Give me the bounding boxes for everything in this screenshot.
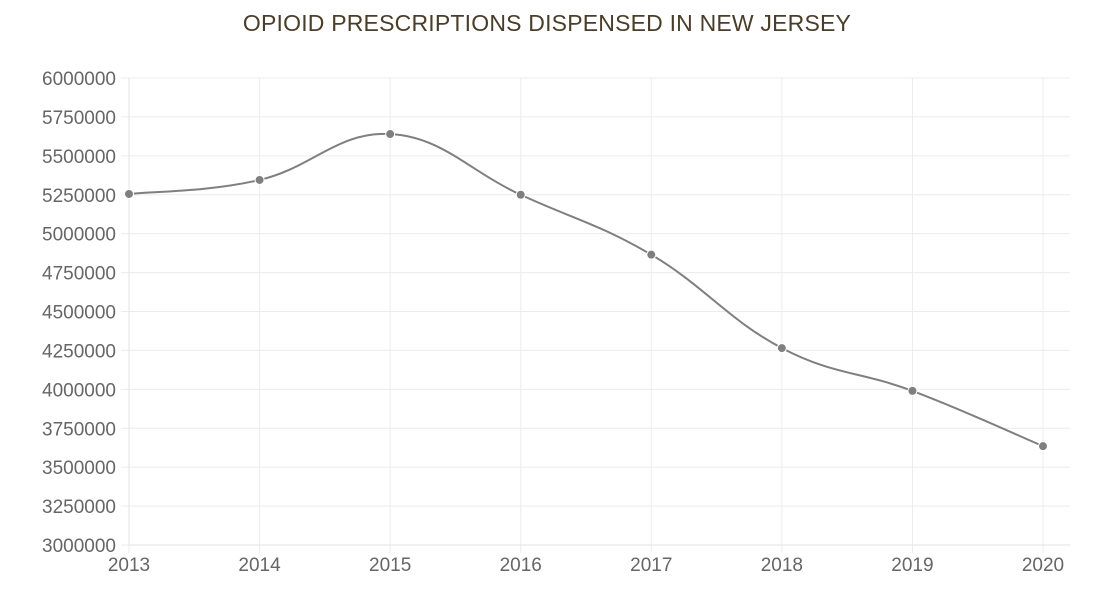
data-point [124, 188, 134, 199]
data-point [385, 129, 396, 140]
series-line [128, 133, 1044, 448]
data-point [646, 249, 657, 260]
x-tick-label: 2014 [238, 555, 281, 576]
y-tick-label: 5500000 [42, 147, 116, 168]
data-point [776, 343, 787, 354]
point-layer [124, 129, 1048, 452]
y-tick-label: 3750000 [42, 419, 116, 440]
y-tick-label: 6000000 [42, 69, 116, 90]
grid-layer [121, 77, 1070, 553]
chart-title: OPIOID PRESCRIPTIONS DISPENSED IN NEW JE… [242, 10, 852, 36]
data-point [907, 385, 918, 396]
y-tick-label: 4500000 [42, 303, 116, 324]
x-tick-label: 2020 [1022, 555, 1064, 576]
x-tick-label: 2013 [108, 555, 150, 576]
y-tick-label: 5000000 [42, 225, 116, 246]
y-tick-label: 3250000 [42, 497, 116, 518]
y-tick-label: 5750000 [42, 108, 116, 129]
data-point [254, 174, 265, 185]
label-layer: 6000000 5750000 5500000 5250000 5000000 47500… [42, 69, 1064, 576]
y-tick-label: 4000000 [42, 380, 116, 401]
axis-layer [128, 78, 1070, 546]
x-tick-label: 2017 [630, 555, 672, 576]
data-point [1038, 441, 1048, 452]
y-tick-label: 4250000 [42, 341, 116, 362]
line-layer [128, 133, 1044, 448]
y-tick-label: 3500000 [42, 458, 116, 479]
x-tick-label: 2018 [761, 555, 803, 576]
x-tick-label: 2015 [369, 555, 411, 576]
y-tick-label: 3000000 [42, 536, 116, 557]
x-tick-label: 2016 [500, 555, 542, 576]
x-tick-label: 2019 [891, 555, 933, 576]
data-point [515, 189, 526, 200]
y-tick-label: 4750000 [42, 264, 116, 285]
y-tick-label: 5250000 [42, 186, 116, 207]
